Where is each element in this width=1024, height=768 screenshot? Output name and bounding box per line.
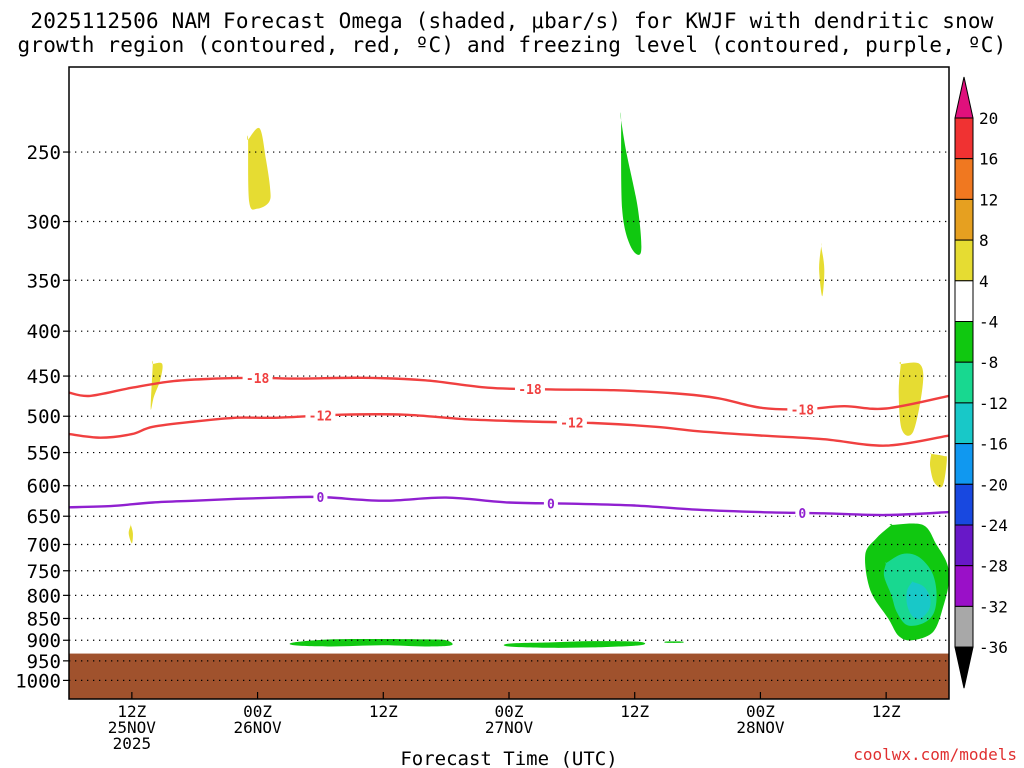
contour-line [69, 413, 949, 447]
colorbar-swatch [954, 361, 974, 404]
credit-link[interactable]: coolwx.com/models [853, 745, 1017, 764]
x-tick-label: 26NOV [233, 718, 282, 737]
contour-label: 0 [547, 497, 555, 512]
x-tick-label: 12Z [872, 702, 901, 721]
colorbar-bottom-arrow [954, 646, 974, 689]
omega-region [150, 360, 163, 410]
contour-label: -18 [791, 403, 815, 418]
colorbar-label: 12 [979, 190, 998, 209]
x-tick-label: 12Z [620, 702, 649, 721]
y-tick-label: 550 [27, 443, 61, 465]
omega-region [898, 361, 924, 436]
contour-label-bg [543, 496, 558, 511]
x-tick-label: 00Z [495, 702, 524, 721]
contour-label-bg [242, 370, 273, 385]
y-axis: 2503003504004505005506006507007508008509… [15, 142, 69, 692]
contour-label: -18 [518, 383, 542, 398]
y-tick-label: 1000 [15, 670, 61, 692]
y-tick-label: 800 [27, 585, 61, 607]
contour-label-bg [514, 381, 545, 396]
y-tick-label: 750 [27, 561, 61, 583]
colorbar-swatch [954, 117, 974, 160]
ground-area [69, 653, 949, 699]
contour-label-bg [556, 415, 587, 430]
x-tick-label: 12Z [369, 702, 398, 721]
colorbar-swatch [954, 321, 974, 363]
colorbar-swatch [954, 280, 974, 322]
contour-label-bg [795, 505, 810, 520]
contour-label-bg [787, 402, 818, 417]
colorbar-label: -4 [979, 313, 998, 332]
omega-region [819, 243, 825, 297]
chart-title-line-1: 2025112506 NAM Forecast Omega (shaded, μ… [30, 9, 994, 33]
omega-region [503, 641, 646, 648]
colorbar-swatch [954, 524, 974, 567]
omega-region [929, 452, 947, 488]
omega-region [247, 127, 271, 210]
y-tick-label: 850 [27, 608, 61, 630]
omega-region [128, 523, 133, 544]
contour-label-bg [305, 408, 336, 423]
x-axis-title: Forecast Time (UTC) [400, 748, 617, 768]
y-tick-label: 650 [27, 506, 61, 528]
colorbar-label: -12 [979, 394, 1008, 413]
colorbar-label: -20 [979, 475, 1008, 494]
temperature-contours: -18 -18 -18 -12 -12 0 0 0 [69, 370, 949, 522]
x-tick-label: 28NOV [736, 718, 785, 737]
ground-fill [69, 653, 949, 699]
contour-label: 0 [317, 491, 325, 506]
x-tick-label: 27NOV [485, 718, 534, 737]
colorbar-label: -8 [979, 353, 998, 372]
contour-label-bg [313, 489, 328, 504]
colorbar-swatch [954, 443, 974, 485]
colorbar-label: 8 [979, 231, 989, 250]
y-tick-label: 350 [27, 270, 61, 292]
colorbar-swatch [954, 402, 974, 445]
colorbar-swatch [954, 483, 974, 526]
colorbar-label: 4 [979, 272, 989, 291]
colorbar-label: -28 [979, 557, 1008, 576]
colorbar-swatch [954, 605, 974, 648]
y-tick-label: 900 [27, 630, 61, 652]
y-tick-label: 950 [27, 651, 61, 673]
y-tick-label: 450 [27, 366, 61, 388]
omega-region [620, 112, 642, 255]
colorbar-label: -24 [979, 516, 1008, 535]
colorbar-label: -32 [979, 597, 1008, 616]
contour-label: -12 [560, 417, 583, 432]
y-tick-label: 700 [27, 534, 61, 556]
y-tick-label: 300 [27, 212, 61, 234]
colorbar-label: 20 [979, 109, 998, 128]
colorbar-label: -36 [979, 638, 1008, 657]
x-tick-label: 25NOV [108, 718, 157, 737]
colorbar-label: 16 [979, 150, 998, 169]
x-tick-label: 12Z [117, 702, 146, 721]
colorbar-swatch [954, 198, 974, 241]
omega-region [906, 580, 931, 619]
plot-frame [68, 66, 950, 700]
x-tick-label: 2025 [113, 734, 152, 753]
omega-region [664, 641, 684, 643]
contour-line [69, 495, 949, 517]
contour-label: -18 [246, 372, 270, 387]
omega-shading [128, 112, 949, 648]
y-tick-label: 400 [27, 321, 61, 343]
colorbar-swatch [954, 239, 974, 282]
contour-label: 0 [798, 507, 806, 522]
x-tick-label: 00Z [243, 702, 272, 721]
y-tick-label: 250 [27, 142, 61, 164]
x-tick-label: 00Z [746, 702, 775, 721]
colorbar-top-arrow [954, 76, 974, 119]
colorbar: 20 16 12 8 4 -4 -8 -12 -16 -20 -24 -28 -32 -36 [954, 76, 1008, 689]
colorbar-label: -16 [979, 435, 1008, 454]
colorbar-swatch [954, 158, 974, 200]
chart-title-line-2: growth region (contoured, red, ºC) and f… [17, 33, 1007, 57]
contour-label: -12 [309, 410, 332, 425]
y-tick-label: 500 [27, 406, 61, 428]
y-tick-label: 600 [27, 476, 61, 498]
colorbar-swatch [954, 565, 974, 607]
omega-region [289, 638, 453, 647]
